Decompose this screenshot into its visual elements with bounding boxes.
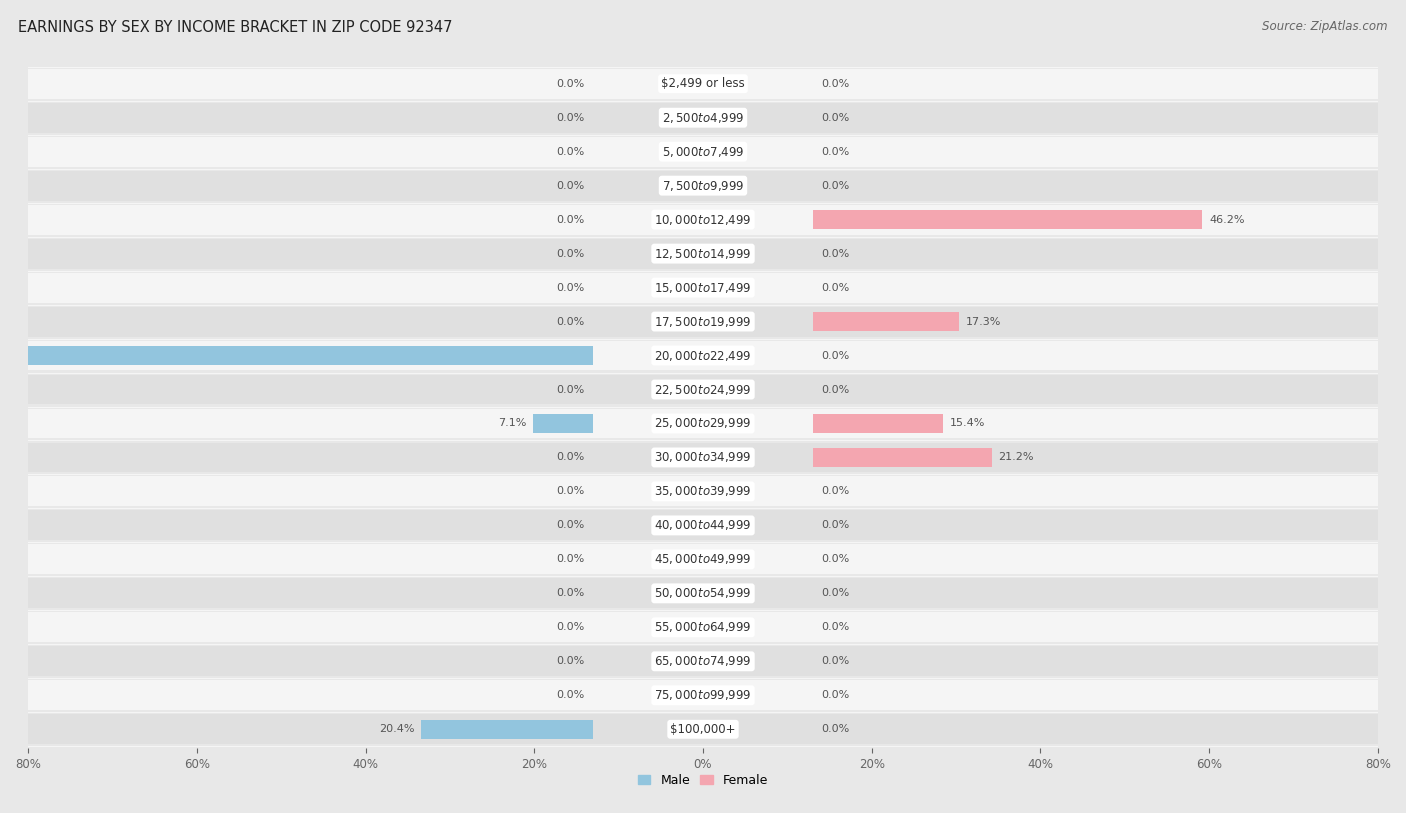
Bar (28, 715, 1378, 744)
Text: $5,000 to $7,499: $5,000 to $7,499 (662, 145, 744, 159)
Text: $25,000 to $29,999: $25,000 to $29,999 (654, 416, 752, 431)
Bar (813, 448, 991, 467)
Bar (28, 205, 1378, 235)
Text: 46.2%: 46.2% (1209, 215, 1244, 224)
Bar (28, 442, 1378, 472)
Text: Source: ZipAtlas.com: Source: ZipAtlas.com (1263, 20, 1388, 33)
Text: 0.0%: 0.0% (821, 554, 849, 564)
Text: 0.0%: 0.0% (557, 520, 585, 530)
Text: 0.0%: 0.0% (821, 622, 849, 633)
Bar (28, 646, 1378, 676)
Text: 0.0%: 0.0% (557, 453, 585, 463)
Text: $55,000 to $64,999: $55,000 to $64,999 (654, 620, 752, 634)
Bar (813, 312, 959, 331)
Text: $12,500 to $14,999: $12,500 to $14,999 (654, 246, 752, 261)
Text: $100,000+: $100,000+ (671, 723, 735, 736)
Bar (0, 346, 593, 365)
Text: $15,000 to $17,499: $15,000 to $17,499 (654, 280, 752, 294)
Text: 0.0%: 0.0% (821, 79, 849, 89)
Text: $75,000 to $99,999: $75,000 to $99,999 (654, 689, 752, 702)
Bar (28, 612, 1378, 642)
Text: 0.0%: 0.0% (821, 249, 849, 259)
Text: 17.3%: 17.3% (966, 316, 1001, 327)
Text: $2,499 or less: $2,499 or less (661, 77, 745, 90)
Text: 0.0%: 0.0% (821, 385, 849, 394)
Text: 7.1%: 7.1% (498, 419, 527, 428)
Text: $50,000 to $54,999: $50,000 to $54,999 (654, 586, 752, 600)
Text: 0.0%: 0.0% (557, 622, 585, 633)
Text: $45,000 to $49,999: $45,000 to $49,999 (654, 552, 752, 567)
Bar (28, 476, 1378, 506)
Bar (28, 307, 1378, 337)
Text: 0.0%: 0.0% (821, 724, 849, 734)
Text: 0.0%: 0.0% (821, 180, 849, 191)
Bar (28, 341, 1378, 371)
Text: 0.0%: 0.0% (821, 146, 849, 157)
Text: 0.0%: 0.0% (557, 486, 585, 497)
Text: 20.4%: 20.4% (380, 724, 415, 734)
Bar (28, 102, 1378, 133)
Bar (28, 409, 1378, 438)
Text: 0.0%: 0.0% (821, 690, 849, 700)
Bar (28, 239, 1378, 268)
Text: $35,000 to $39,999: $35,000 to $39,999 (654, 485, 752, 498)
Text: 0.0%: 0.0% (821, 656, 849, 667)
Text: 0.0%: 0.0% (557, 690, 585, 700)
Text: 0.0%: 0.0% (557, 385, 585, 394)
Bar (28, 69, 1378, 98)
Text: 0.0%: 0.0% (557, 113, 585, 123)
Text: $40,000 to $44,999: $40,000 to $44,999 (654, 519, 752, 533)
Text: 0.0%: 0.0% (821, 589, 849, 598)
Text: 0.0%: 0.0% (557, 316, 585, 327)
Text: $17,500 to $19,999: $17,500 to $19,999 (654, 315, 752, 328)
Text: 0.0%: 0.0% (557, 79, 585, 89)
Text: $10,000 to $12,499: $10,000 to $12,499 (654, 213, 752, 227)
Text: 0.0%: 0.0% (557, 146, 585, 157)
Legend: Male, Female: Male, Female (636, 772, 770, 789)
Bar (422, 720, 593, 739)
Bar (28, 578, 1378, 608)
Text: 0.0%: 0.0% (557, 554, 585, 564)
Text: 0.0%: 0.0% (557, 249, 585, 259)
Bar (813, 414, 942, 433)
Bar (28, 375, 1378, 404)
Text: $2,500 to $4,999: $2,500 to $4,999 (662, 111, 744, 124)
Text: 0.0%: 0.0% (557, 656, 585, 667)
Bar (28, 680, 1378, 711)
Text: 0.0%: 0.0% (821, 283, 849, 293)
Bar (28, 137, 1378, 167)
Text: 0.0%: 0.0% (557, 589, 585, 598)
Bar (28, 511, 1378, 541)
Bar (28, 272, 1378, 302)
Text: $20,000 to $22,499: $20,000 to $22,499 (654, 349, 752, 363)
Text: $30,000 to $34,999: $30,000 to $34,999 (654, 450, 752, 464)
Text: 0.0%: 0.0% (821, 486, 849, 497)
Text: EARNINGS BY SEX BY INCOME BRACKET IN ZIP CODE 92347: EARNINGS BY SEX BY INCOME BRACKET IN ZIP… (18, 20, 453, 35)
Text: 0.0%: 0.0% (821, 350, 849, 360)
Text: 0.0%: 0.0% (557, 215, 585, 224)
Bar (28, 171, 1378, 201)
Bar (813, 211, 1202, 229)
Bar (533, 414, 593, 433)
Text: 0.0%: 0.0% (821, 520, 849, 530)
Text: 15.4%: 15.4% (949, 419, 984, 428)
Text: 0.0%: 0.0% (821, 113, 849, 123)
Text: $22,500 to $24,999: $22,500 to $24,999 (654, 382, 752, 397)
Text: 0.0%: 0.0% (557, 180, 585, 191)
Bar (28, 545, 1378, 574)
Text: $7,500 to $9,999: $7,500 to $9,999 (662, 179, 744, 193)
Text: 21.2%: 21.2% (998, 453, 1033, 463)
Text: 0.0%: 0.0% (557, 283, 585, 293)
Text: $65,000 to $74,999: $65,000 to $74,999 (654, 654, 752, 668)
